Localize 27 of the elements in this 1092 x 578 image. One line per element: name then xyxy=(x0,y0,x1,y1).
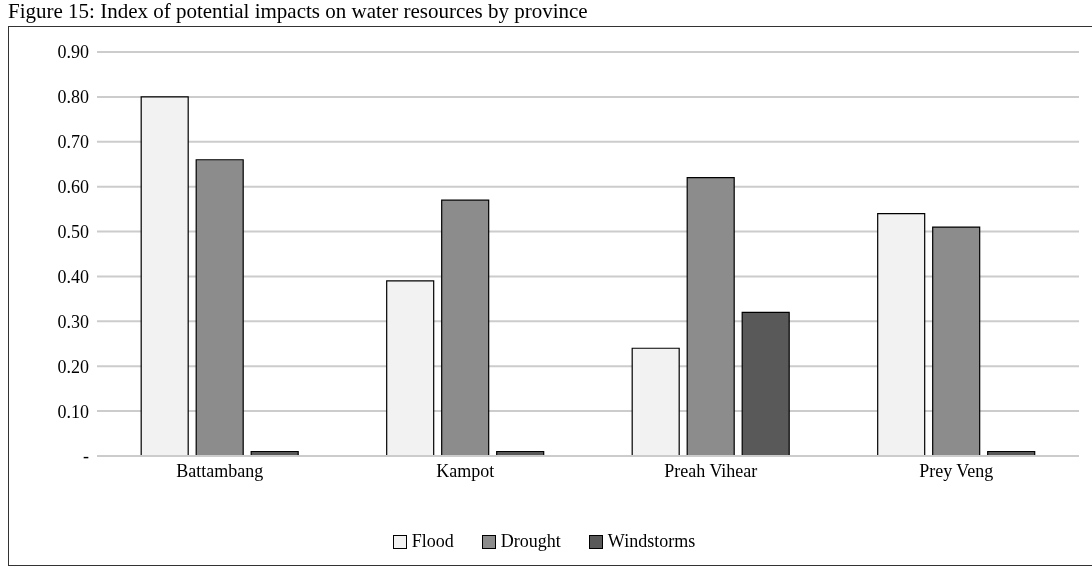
bar xyxy=(441,199,490,456)
legend-label: Drought xyxy=(500,531,561,552)
x-tick-label: Kampot xyxy=(436,460,495,481)
x-tick-label: Battambang xyxy=(176,460,264,481)
bar xyxy=(195,159,244,456)
y-tick-label: 0.40 xyxy=(57,266,89,287)
y-tick-label: - xyxy=(83,446,89,467)
y-tick-label: 0.60 xyxy=(57,177,89,198)
y-tick-label: 0.80 xyxy=(57,87,89,108)
chart-title: Figure 15: Index of potential impacts on water resources by province xyxy=(8,0,589,25)
bar xyxy=(932,226,981,456)
x-tick-label: Prey Veng xyxy=(919,460,994,481)
y-tick-label: 0.30 xyxy=(57,311,89,332)
y-tick-label: 0.90 xyxy=(57,42,89,63)
y-tick-label: 0.10 xyxy=(57,401,89,422)
bar xyxy=(877,213,926,456)
y-tick-label: 0.50 xyxy=(57,221,89,242)
bar xyxy=(631,347,680,456)
y-tick-label: 0.70 xyxy=(57,132,89,153)
bar xyxy=(741,311,790,456)
x-tick-label: Preah Vihear xyxy=(664,460,758,481)
legend-label: Flood xyxy=(411,531,454,552)
bar xyxy=(386,280,435,456)
bar xyxy=(140,96,189,456)
y-tick-label: 0.20 xyxy=(57,356,89,377)
legend-label: Windstorms xyxy=(607,531,696,552)
bar xyxy=(686,177,735,456)
